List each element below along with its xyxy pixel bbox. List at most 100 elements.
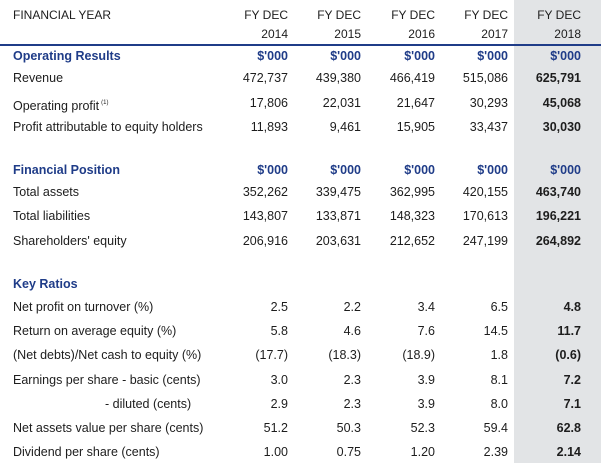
table-row: Shareholders' equity 206,916 203,631 212… <box>0 229 601 253</box>
cell-value: 133,871 <box>315 209 361 223</box>
cell-value: 352,262 <box>242 185 288 199</box>
cell-value: 2.39 <box>483 445 508 459</box>
cell-value: 1.8 <box>490 348 508 362</box>
header-row-2: 2014 2015 2016 2017 2018 <box>0 24 601 48</box>
cell-value: (18.3) <box>328 348 361 362</box>
cell-value: 52.3 <box>410 421 435 435</box>
cell-value: 212,652 <box>389 234 435 248</box>
header-divider <box>0 44 601 46</box>
table-row: (Net debts)/Net cash to equity (%) (17.7… <box>0 343 601 367</box>
row-label-container: Operating profit (1) <box>13 91 109 115</box>
year-label: FY DEC <box>537 8 581 22</box>
cell-value: 196,221 <box>535 209 581 223</box>
cell-value: 439,380 <box>315 71 361 85</box>
table-row: Net assets value per share (cents) 51.2 … <box>0 416 601 440</box>
cell-value: 515,086 <box>462 71 508 85</box>
header-row-1: FINANCIAL YEAR FY DEC FY DEC FY DEC FY D… <box>0 5 601 29</box>
cell-value: 3.4 <box>417 300 435 314</box>
cell-value: 1.20 <box>410 445 435 459</box>
row-label: Earnings per share - basic (cents) <box>13 373 201 387</box>
unit-label: $'000 <box>404 49 435 63</box>
row-label: Net assets value per share (cents) <box>13 421 204 435</box>
cell-value: 148,323 <box>389 209 435 223</box>
row-label: Return on average equity (%) <box>13 324 177 338</box>
cell-value: 7.1 <box>563 397 581 411</box>
row-label: Operating profit <box>13 99 100 113</box>
cell-value: 8.1 <box>490 373 508 387</box>
row-label: (Net debts)/Net cash to equity (%) <box>13 348 202 362</box>
section-header-position: Financial Position $'000 $'000 $'000 $'0… <box>0 158 601 182</box>
year-label: FY DEC <box>391 8 435 22</box>
cell-value: 15,905 <box>396 120 435 134</box>
cell-value: 7.2 <box>563 373 581 387</box>
table-row: Net profit on turnover (%) 2.5 2.2 3.4 6… <box>0 295 601 319</box>
cell-value: (0.6) <box>555 348 581 362</box>
year-label: FY DEC <box>317 8 361 22</box>
cell-value: 625,791 <box>535 71 581 85</box>
year-value: 2017 <box>481 27 508 41</box>
cell-value: 420,155 <box>462 185 508 199</box>
cell-value: 206,916 <box>242 234 288 248</box>
row-label: Revenue <box>13 71 64 85</box>
row-label: Dividend per share (cents) <box>13 445 160 459</box>
year-label: FY DEC <box>244 8 288 22</box>
year-value: 2018 <box>554 27 581 41</box>
section-title: Financial Position <box>13 163 120 177</box>
section-header-ratios: Key Ratios <box>0 272 601 296</box>
cell-value: 11.7 <box>557 324 581 338</box>
cell-value: 2.3 <box>343 397 361 411</box>
table-row: Dividend per share (cents) 1.00 0.75 1.2… <box>0 440 601 464</box>
cell-value: 1.00 <box>263 445 288 459</box>
cell-value: 2.5 <box>270 300 288 314</box>
cell-value: 14.5 <box>483 324 508 338</box>
fy2018-column-highlight <box>514 0 601 463</box>
cell-value: 339,475 <box>315 185 361 199</box>
cell-value: 9,461 <box>329 120 361 134</box>
cell-value: 463,740 <box>535 185 581 199</box>
cell-value: 3.0 <box>270 373 288 387</box>
cell-value: 2.14 <box>556 445 581 459</box>
unit-label: $'000 <box>550 49 581 63</box>
header-background <box>0 0 514 44</box>
cell-value: 17,806 <box>249 96 288 110</box>
unit-label: $'000 <box>257 49 288 63</box>
row-label: Total assets <box>13 185 80 199</box>
cell-value: 50.3 <box>336 421 361 435</box>
cell-value: 203,631 <box>315 234 361 248</box>
table-row: Total liabilities 143,807 133,871 148,32… <box>0 204 601 228</box>
year-value: 2015 <box>334 27 361 41</box>
table-row: - diluted (cents) 2.9 2.3 3.9 8.0 7.1 <box>0 392 601 416</box>
unit-label: $'000 <box>550 163 581 177</box>
cell-value: 4.6 <box>343 324 361 338</box>
cell-value: 170,613 <box>462 209 508 223</box>
cell-value: 33,437 <box>469 120 508 134</box>
cell-value: 62.8 <box>556 421 581 435</box>
section-title: Operating Results <box>13 49 121 63</box>
cell-value: 11,893 <box>250 120 288 134</box>
cell-value: 8.0 <box>490 397 508 411</box>
table-row: Earnings per share - basic (cents) 3.0 2… <box>0 368 601 392</box>
row-label: Total liabilities <box>13 209 91 223</box>
row-label: Shareholders' equity <box>13 234 127 248</box>
cell-value: 3.9 <box>417 373 435 387</box>
table-row: Total assets 352,262 339,475 362,995 420… <box>0 180 601 204</box>
cell-value: 2.9 <box>270 397 288 411</box>
cell-value: 3.9 <box>417 397 435 411</box>
row-label: Profit attributable to equity holders <box>13 120 203 134</box>
cell-value: 247,199 <box>462 234 508 248</box>
table-title: FINANCIAL YEAR <box>13 8 112 22</box>
section-header-operating: Operating Results $'000 $'000 $'000 $'00… <box>0 44 601 68</box>
cell-value: 51.2 <box>263 421 288 435</box>
cell-value: 5.8 <box>270 324 288 338</box>
table-row: Profit attributable to equity holders 11… <box>0 115 601 139</box>
unit-label: $'000 <box>330 49 361 63</box>
table-row: Revenue 472,737 439,380 466,419 515,086 … <box>0 66 601 90</box>
year-value: 2014 <box>261 27 288 41</box>
cell-value: 472,737 <box>242 71 288 85</box>
cell-value: 264,892 <box>535 234 581 248</box>
cell-value: 7.6 <box>417 324 435 338</box>
cell-value: (18.9) <box>402 348 435 362</box>
unit-label: $'000 <box>477 163 508 177</box>
cell-value: 2.2 <box>343 300 361 314</box>
cell-value: 143,807 <box>242 209 288 223</box>
